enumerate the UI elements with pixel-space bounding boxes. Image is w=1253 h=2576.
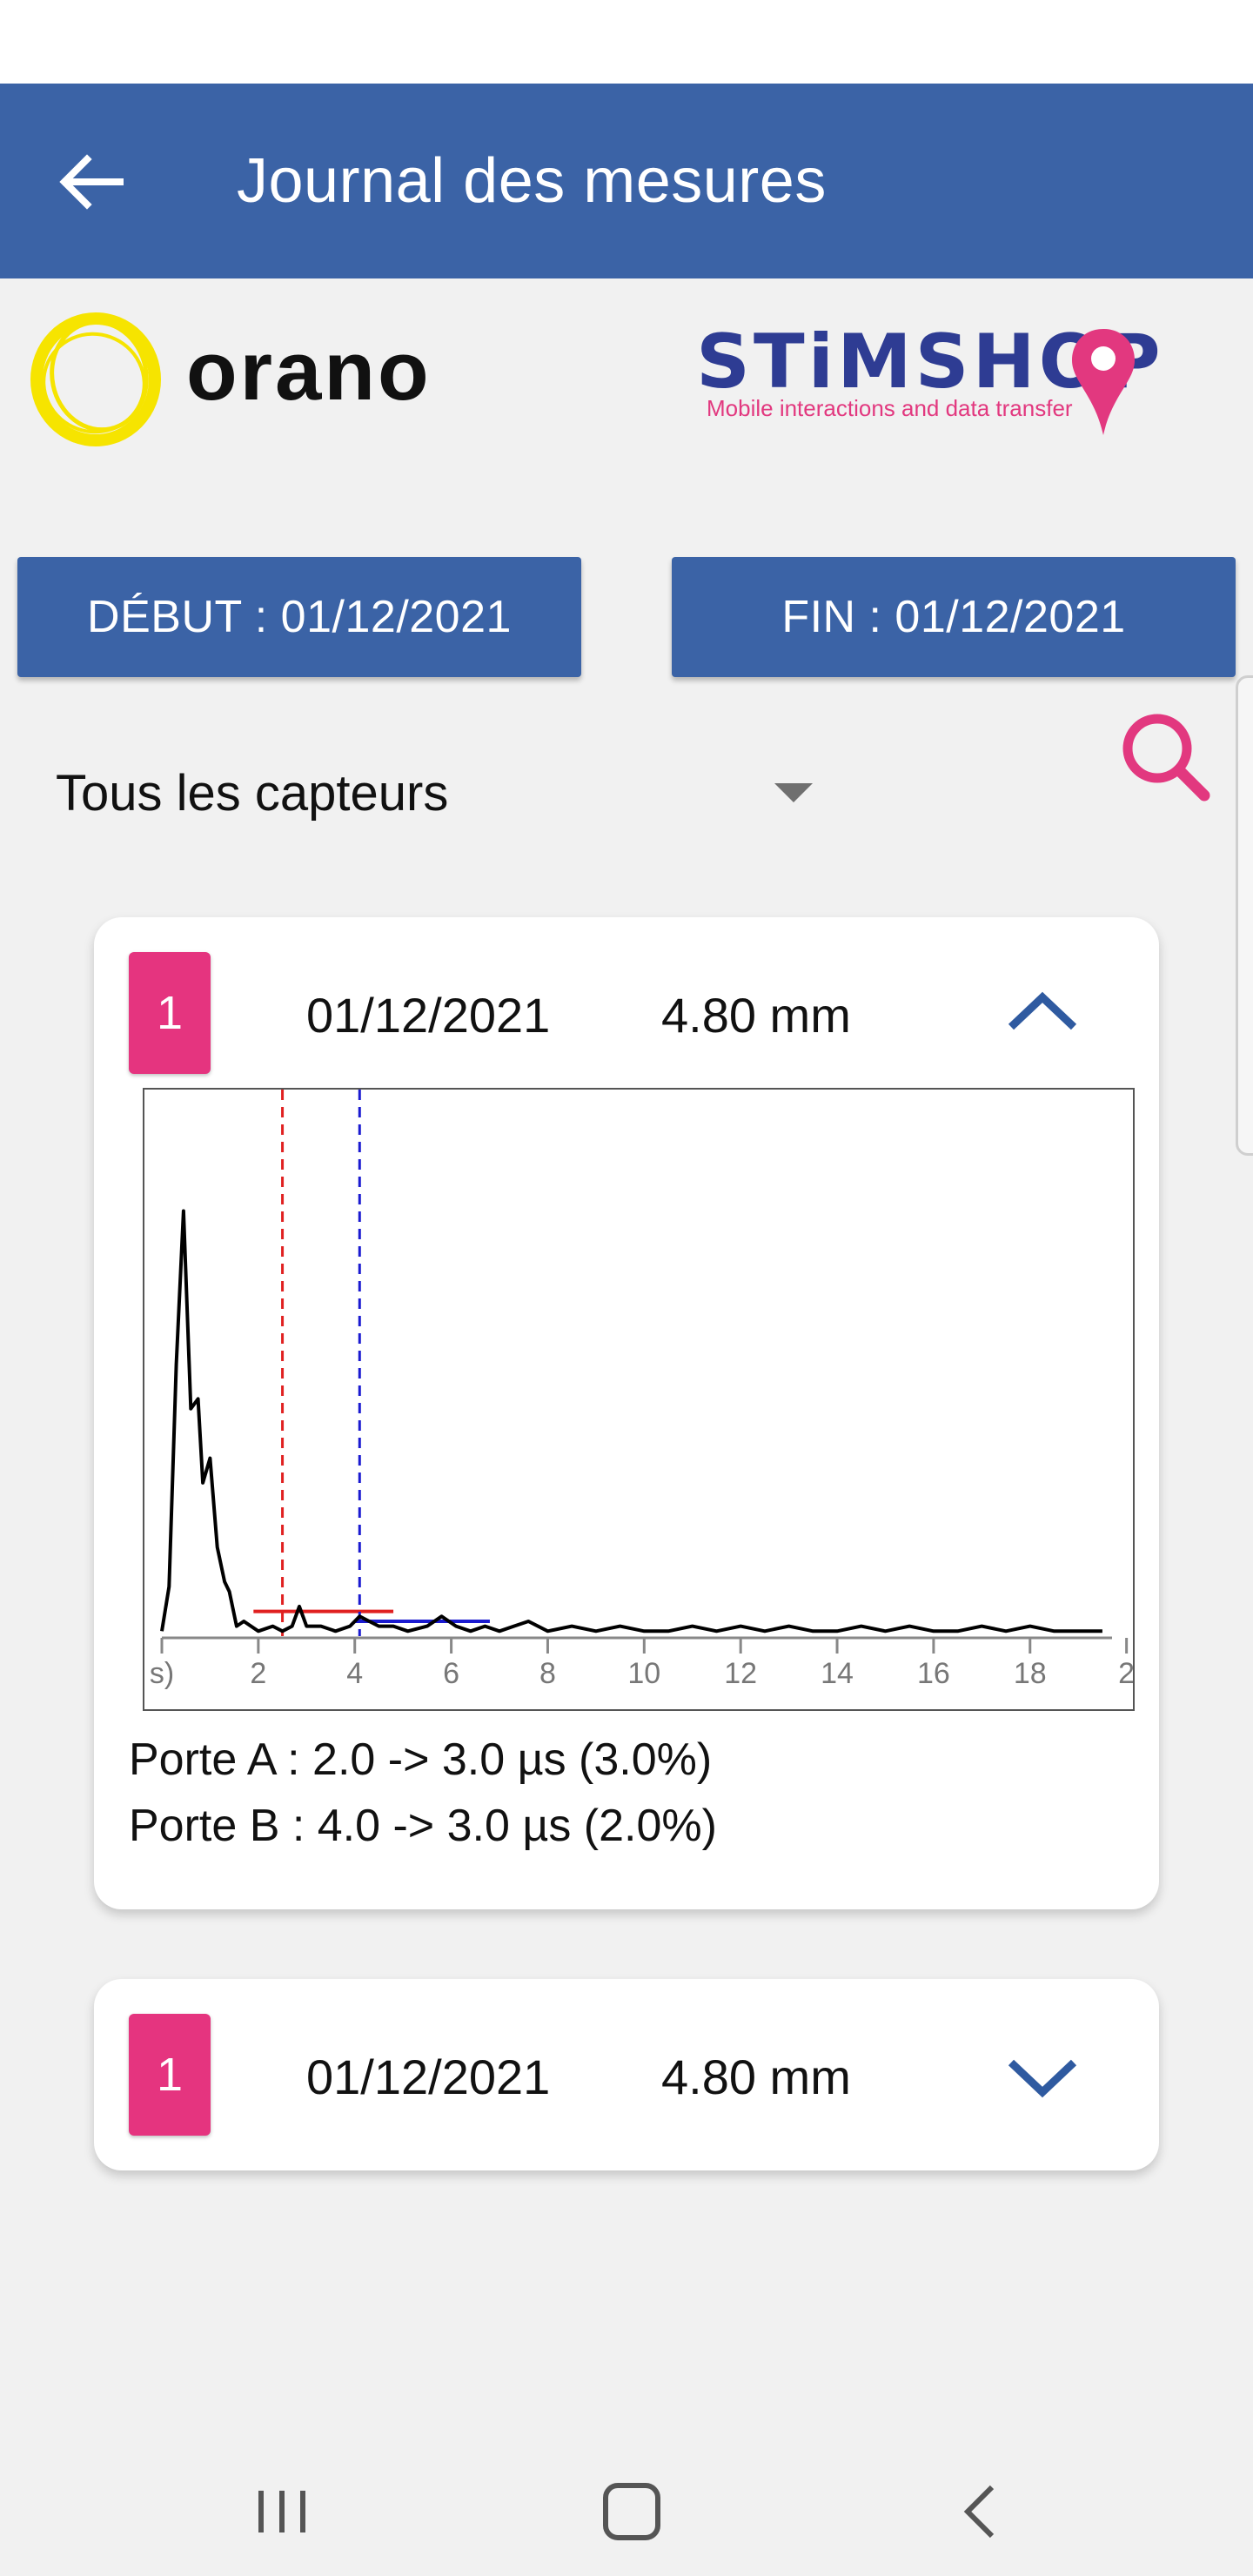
system-back-button[interactable] [929, 2463, 1034, 2559]
orano-ring-icon [30, 312, 161, 446]
x-tick-label: 8 [539, 1657, 556, 1690]
side-panel-handle[interactable] [1236, 675, 1253, 1156]
x-tick-label: 2 [1118, 1657, 1133, 1690]
back-button[interactable] [52, 143, 131, 221]
map-pin-icon [1072, 329, 1135, 435]
status-bar [0, 0, 1253, 84]
search-icon [1122, 714, 1210, 802]
caret-down-icon [774, 783, 813, 802]
measure-date: 01/12/2021 [306, 2049, 551, 2104]
search-button[interactable] [1114, 705, 1218, 809]
x-tick-label: 16 [917, 1657, 950, 1690]
home-button[interactable] [580, 2463, 684, 2559]
back-icon [963, 2485, 995, 2539]
recent-apps-icon [258, 2491, 305, 2532]
x-tick-label: 6 [443, 1657, 459, 1690]
measure-date: 01/12/2021 [306, 988, 551, 1043]
orano-logo: orano [24, 306, 459, 454]
sensor-badge: 1 [129, 2014, 211, 2136]
chevron-down-icon [1008, 2059, 1077, 2098]
gate-b-text: Porte B : 4.0 -> 3.0 µs (2.0%) [129, 1801, 717, 1851]
home-icon [603, 2483, 660, 2540]
recent-apps-button[interactable] [230, 2463, 334, 2559]
measure-value: 4.80 mm [661, 2049, 851, 2104]
sensor-dropdown-value: Tous les capteurs [56, 765, 449, 822]
chevron-up-icon [1008, 991, 1077, 1030]
x-tick-label: 2 [250, 1657, 266, 1690]
x-tick-label: s) [150, 1657, 174, 1690]
gate-a-text: Porte A : 2.0 -> 3.0 µs (3.0%) [129, 1734, 713, 1785]
arrow-left-icon [59, 154, 124, 210]
signal-series-line [160, 1209, 1102, 1633]
measure-card: 1 01/12/2021 4.80 mm s) 2 4 6 8 10 12 14 16 18 2 P… [94, 917, 1159, 1909]
sensor-badge: 1 [129, 952, 211, 1074]
waveform-chart: s) 2 4 6 8 10 12 14 16 18 2 [143, 1088, 1135, 1711]
orano-wordmark: orano [186, 325, 432, 418]
measure-card: 1 01/12/2021 4.80 mm [94, 1979, 1159, 2170]
page-title: Journal des mesures [237, 146, 827, 216]
start-date-button[interactable]: DÉBUT : 01/12/2021 [17, 557, 581, 677]
sensor-dropdown[interactable]: Tous les capteurs [56, 750, 821, 837]
measure-value: 4.80 mm [661, 988, 851, 1043]
x-tick-label: 12 [724, 1657, 757, 1690]
x-tick-label: 4 [346, 1657, 363, 1690]
stimshop-logo: STiMSHOP Mobile interactions and data tr… [696, 319, 1218, 454]
x-tick-label: 18 [1014, 1657, 1047, 1690]
end-date-button[interactable]: FIN : 01/12/2021 [672, 557, 1236, 677]
expand-button[interactable] [990, 2036, 1095, 2115]
stimshop-tagline: Mobile interactions and data transfer [707, 395, 1073, 421]
collapse-button[interactable] [990, 973, 1095, 1051]
x-tick-label: 10 [627, 1657, 660, 1690]
waveform-chart-svg: s) 2 4 6 8 10 12 14 16 18 2 [150, 1090, 1133, 1690]
x-tick-label: 14 [821, 1657, 854, 1690]
system-nav-bar [0, 2437, 1253, 2576]
app-bar: Journal des mesures [0, 84, 1253, 278]
